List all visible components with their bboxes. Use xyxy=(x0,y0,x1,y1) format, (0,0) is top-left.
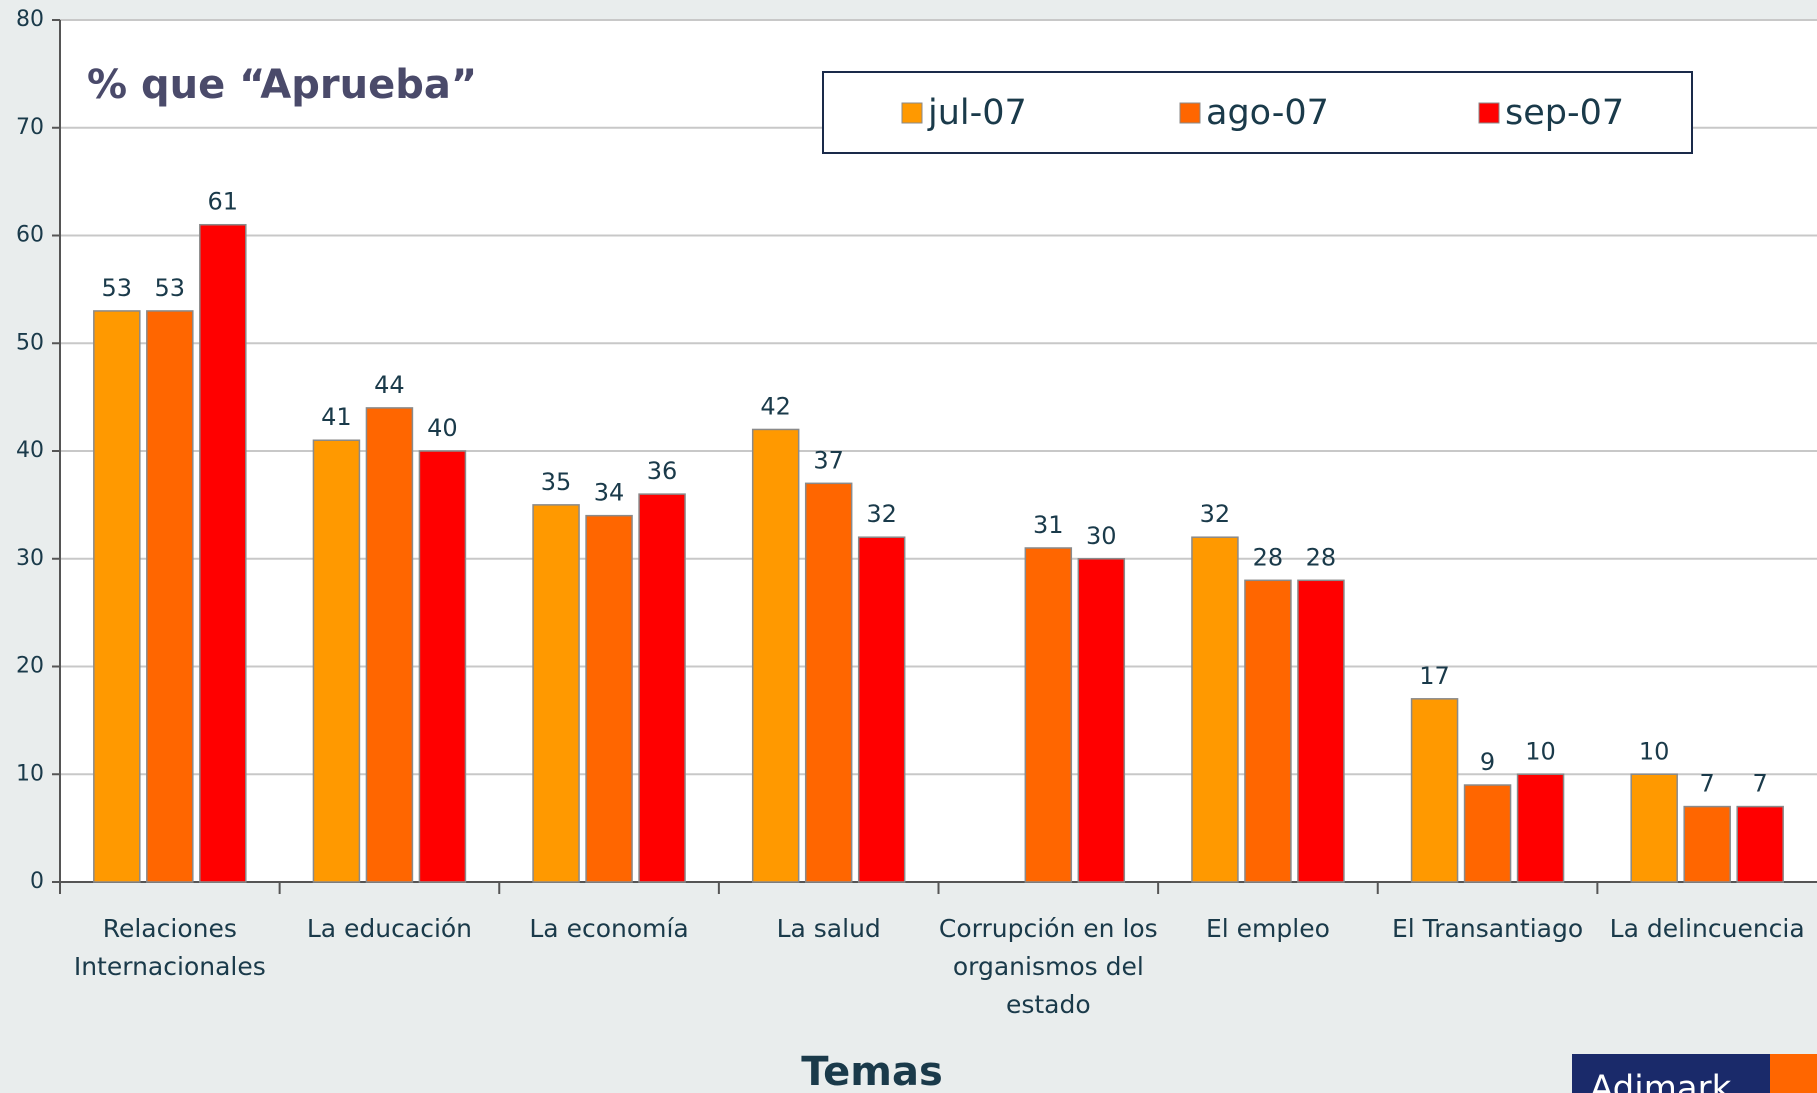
x-tick-label: La economía xyxy=(529,914,689,943)
legend-label: ago-07 xyxy=(1206,93,1329,133)
legend-box xyxy=(822,71,1693,154)
y-tick-label: 10 xyxy=(16,761,44,786)
legend-label: sep-07 xyxy=(1505,93,1624,133)
data-label: 7 xyxy=(1753,770,1768,798)
x-tick-label: La salud xyxy=(776,914,881,943)
bar xyxy=(1683,805,1731,883)
y-tick-label: 40 xyxy=(16,438,44,463)
data-label: 53 xyxy=(102,274,133,302)
bar xyxy=(804,482,853,883)
bar xyxy=(146,310,194,883)
data-label: 10 xyxy=(1525,737,1556,765)
x-tick-label: Relaciones Internacionales xyxy=(73,914,266,981)
data-label: 40 xyxy=(427,414,458,442)
x-tick-label: El Transantiago xyxy=(1391,914,1584,943)
bar xyxy=(1736,805,1784,883)
y-tick-label: 0 xyxy=(30,869,44,894)
x-tick-label: La delincuencia xyxy=(1609,914,1805,943)
bar xyxy=(857,536,906,883)
logo-accent xyxy=(1770,1054,1817,1093)
data-label: 31 xyxy=(1033,511,1064,539)
y-tick-label: 60 xyxy=(16,223,44,248)
legend-marker xyxy=(901,102,923,124)
x-tick-label: La educación xyxy=(306,914,473,943)
bar xyxy=(638,493,686,883)
bar xyxy=(1297,579,1345,883)
y-tick-label: 70 xyxy=(16,115,44,140)
data-label: 17 xyxy=(1419,662,1450,690)
y-tick-label: 20 xyxy=(16,654,44,679)
data-label: 32 xyxy=(866,500,897,528)
data-label: 37 xyxy=(813,446,844,474)
data-label: 42 xyxy=(760,392,791,420)
bar xyxy=(93,310,141,883)
bar xyxy=(365,407,414,883)
legend-marker xyxy=(1478,102,1500,124)
bar xyxy=(585,514,633,883)
data-label: 41 xyxy=(321,403,352,431)
bar xyxy=(1077,558,1126,883)
bar xyxy=(1191,536,1239,883)
data-label: 35 xyxy=(541,468,572,496)
bar xyxy=(1463,784,1512,883)
x-tick-label: Corrupción en los organismos del estado xyxy=(938,914,1158,1019)
data-label: 53 xyxy=(155,274,186,302)
legend-label: jul-07 xyxy=(927,93,1027,133)
bar xyxy=(1244,579,1292,883)
bar xyxy=(532,504,580,883)
y-tick-label: 80 xyxy=(16,7,44,32)
bar xyxy=(751,428,800,883)
y-tick-label: 50 xyxy=(16,330,44,355)
data-label: 34 xyxy=(594,479,625,507)
bar xyxy=(418,450,467,883)
data-label: 28 xyxy=(1253,543,1284,571)
data-label: 7 xyxy=(1700,770,1715,798)
data-label: 61 xyxy=(208,188,239,216)
data-label: 36 xyxy=(647,457,678,485)
x-tick-label: El empleo xyxy=(1205,914,1330,943)
bar xyxy=(1516,773,1565,883)
legend-marker xyxy=(1179,102,1201,124)
data-label: 44 xyxy=(374,371,405,399)
x-axis-title: Temas xyxy=(801,1049,943,1093)
data-label: 10 xyxy=(1639,737,1670,765)
data-label: 30 xyxy=(1086,522,1117,550)
bar xyxy=(1410,698,1459,883)
data-label: 9 xyxy=(1480,748,1495,776)
logo: Adimark xyxy=(1590,1069,1732,1093)
bar xyxy=(1024,547,1073,883)
bar xyxy=(1630,773,1678,883)
chart-title: % que “Aprueba” xyxy=(87,62,477,108)
data-label: 32 xyxy=(1200,500,1231,528)
data-label: 28 xyxy=(1306,543,1337,571)
bar xyxy=(199,223,247,883)
bar xyxy=(312,439,361,883)
y-tick-label: 30 xyxy=(16,546,44,571)
